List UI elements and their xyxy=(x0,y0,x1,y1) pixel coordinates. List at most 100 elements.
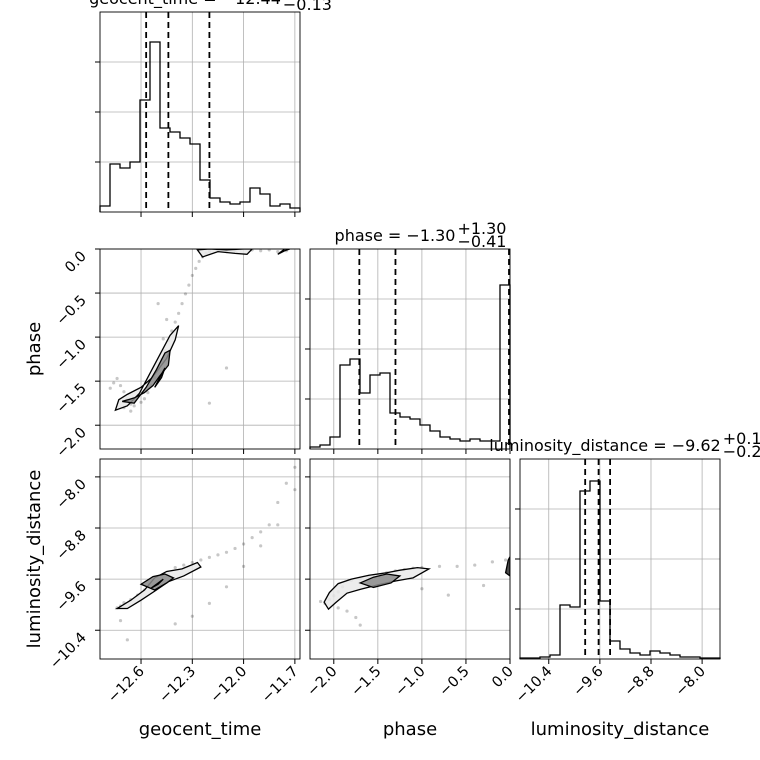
x-tick-label: −12.6 xyxy=(105,664,148,707)
contour-level xyxy=(277,249,290,255)
y-tick-label: −9.6 xyxy=(54,579,90,615)
scatter-point xyxy=(259,249,263,253)
scatter-point xyxy=(259,530,263,534)
scatter-point xyxy=(142,397,147,401)
scatter-point xyxy=(122,390,126,394)
panel-geocent_time-phase xyxy=(108,249,290,413)
scatter-point xyxy=(161,337,165,341)
scatter-point xyxy=(490,560,494,564)
scatter-point xyxy=(207,601,212,606)
x-tick-label: −1.0 xyxy=(393,664,429,700)
x-tick-label: −2.0 xyxy=(304,664,340,700)
scatter-point xyxy=(199,558,203,562)
scatter-geocent_time-phase-frame xyxy=(99,248,301,450)
title-sub: −0.21 xyxy=(723,442,760,461)
scatter-point xyxy=(139,400,143,404)
scatter-point xyxy=(216,553,220,557)
y-axis-label-phase: phase xyxy=(24,322,45,376)
scatter-point xyxy=(190,273,194,278)
contour-level xyxy=(154,367,166,388)
scatter-point xyxy=(115,376,119,381)
scatter-point xyxy=(207,401,212,405)
y-tick-label: 0.0 xyxy=(62,249,90,277)
scatter-point xyxy=(293,488,297,492)
scatter-point xyxy=(165,317,169,322)
title-sup: +0.24 xyxy=(283,0,332,1)
scatter-point xyxy=(276,523,280,527)
x-tick-label: −10.4 xyxy=(513,664,556,707)
histogram-geocent_time xyxy=(99,41,301,212)
scatter-point xyxy=(118,383,123,388)
x-tick-label: −11.7 xyxy=(259,664,302,707)
histogram-luminosity_distance xyxy=(519,480,721,659)
scatter-point xyxy=(503,558,508,562)
contour-level xyxy=(114,325,180,412)
scatter-point xyxy=(420,587,424,591)
scatter-point xyxy=(318,599,323,604)
y-tick-label: −8.8 xyxy=(54,528,90,564)
y-axis-label-luminosity_distance: luminosity_distance xyxy=(24,470,45,649)
scatter-point xyxy=(173,566,177,570)
x-tick-label: −1.5 xyxy=(348,664,384,700)
y-tick-label: −0.5 xyxy=(54,293,90,329)
scatter-point xyxy=(481,583,486,588)
scatter-geocent_time-luminosity_distance-frame xyxy=(99,458,301,660)
scatter-point xyxy=(132,404,136,408)
scatter-point xyxy=(259,544,263,548)
scatter-point xyxy=(250,535,254,540)
panel-phase-luminosity_distance xyxy=(318,556,510,627)
scatter-point xyxy=(336,606,340,610)
scatter-point xyxy=(173,622,177,626)
scatter-point xyxy=(190,560,194,565)
scatter-point xyxy=(129,409,133,413)
scatter-point xyxy=(446,593,450,597)
scatter-point xyxy=(354,615,358,620)
scatter-point xyxy=(156,302,160,306)
scatter-point xyxy=(173,320,177,324)
scatter-point xyxy=(241,542,246,546)
histogram-phase xyxy=(309,284,511,449)
x-tick-label: −8.8 xyxy=(622,664,658,700)
scatter-point xyxy=(224,550,229,554)
scatter-point xyxy=(284,481,288,485)
scatter-point xyxy=(112,381,116,385)
x-tick-label: −12.0 xyxy=(208,664,251,707)
title-sup: +1.30 xyxy=(457,219,506,238)
y-tick-label: −10.4 xyxy=(47,630,90,673)
y-tick-label: −1.0 xyxy=(54,337,90,373)
x-axis-label-luminosity_distance: luminosity_distance xyxy=(531,719,710,740)
panel-title-luminosity_distance: luminosity_distance = −9.62 xyxy=(489,436,720,456)
title-sub: −0.13 xyxy=(283,0,332,14)
contour-level xyxy=(358,573,402,589)
x-tick-label: −8.0 xyxy=(673,664,709,700)
x-tick-label: −9.6 xyxy=(570,664,606,700)
contour-level xyxy=(150,578,164,589)
scatter-point xyxy=(180,302,184,306)
contour-level xyxy=(122,349,171,404)
x-axis-label-phase: phase xyxy=(383,719,437,740)
scatter-point xyxy=(345,609,349,613)
scatter-point xyxy=(108,386,112,390)
scatter-point xyxy=(437,564,442,568)
x-tick-label: −0.5 xyxy=(437,664,473,700)
scatter-point xyxy=(146,391,150,395)
x-tick-label: −12.3 xyxy=(156,664,199,707)
scatter-point xyxy=(267,249,271,252)
panel-title-geocent_time: geocent_time = −12.44 xyxy=(89,0,281,9)
x-axis-label-geocent_time: geocent_time xyxy=(139,719,262,740)
scatter-point xyxy=(118,619,123,623)
x-tick-label: 0.0 xyxy=(489,664,517,692)
contour-level xyxy=(504,556,510,577)
y-tick-label: −2.0 xyxy=(54,425,90,461)
title-sup: +0.18 xyxy=(723,429,760,448)
scatter-point xyxy=(276,250,280,254)
scatter-point xyxy=(293,465,297,469)
scatter-point xyxy=(183,292,188,296)
scatter-point xyxy=(267,523,271,527)
scatter-point xyxy=(233,546,237,551)
scatter-point xyxy=(224,585,229,589)
scatter-point xyxy=(473,563,477,567)
scatter-point xyxy=(187,283,191,287)
scatter-point xyxy=(177,311,181,315)
